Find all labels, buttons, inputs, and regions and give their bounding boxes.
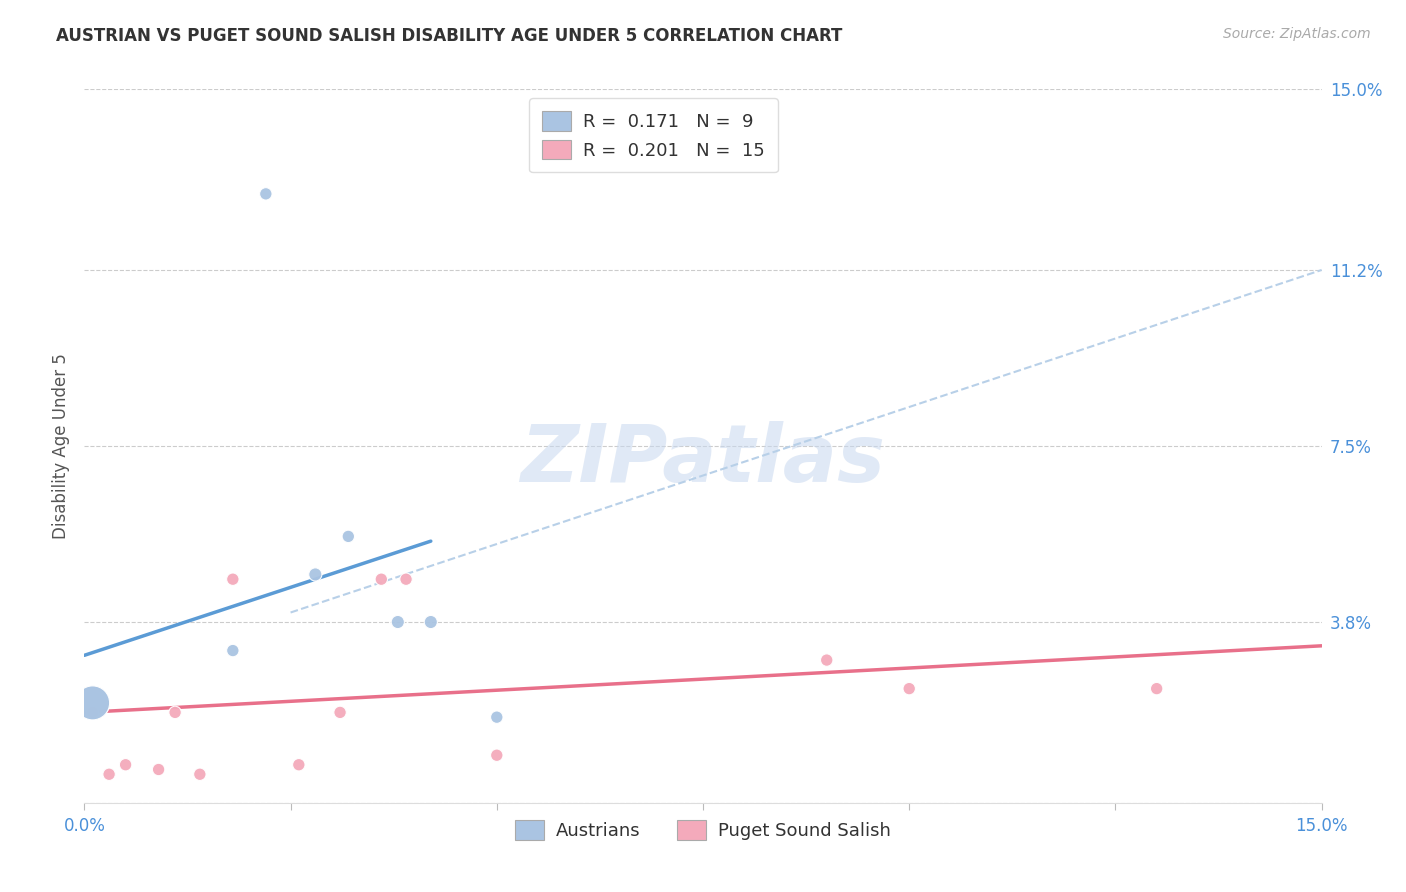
Point [222,643,245,657]
Point [82,706,104,720]
Point [304,567,326,582]
Point [114,757,136,772]
Point [337,529,360,543]
Text: AUSTRIAN VS PUGET SOUND SALISH DISABILITY AGE UNDER 5 CORRELATION CHART: AUSTRIAN VS PUGET SOUND SALISH DISABILIT… [56,27,842,45]
Point [815,653,838,667]
Point [98,767,121,781]
Text: Source: ZipAtlas.com: Source: ZipAtlas.com [1223,27,1371,41]
Point [222,572,245,586]
Point [419,615,441,629]
Point [288,757,311,772]
Y-axis label: Disability Age Under 5: Disability Age Under 5 [52,353,70,539]
Point [82,696,104,710]
Point [148,763,170,777]
Text: ZIPatlas: ZIPatlas [520,421,886,500]
Point [395,572,418,586]
Point [188,767,211,781]
Point [254,186,277,201]
Point [485,748,508,763]
Point [898,681,921,696]
Point [329,706,352,720]
Legend: Austrians, Puget Sound Salish: Austrians, Puget Sound Salish [508,813,898,847]
Point [370,572,392,586]
Point [82,696,104,710]
Point [165,706,187,720]
Point [485,710,508,724]
Point [387,615,409,629]
Point [1146,681,1168,696]
